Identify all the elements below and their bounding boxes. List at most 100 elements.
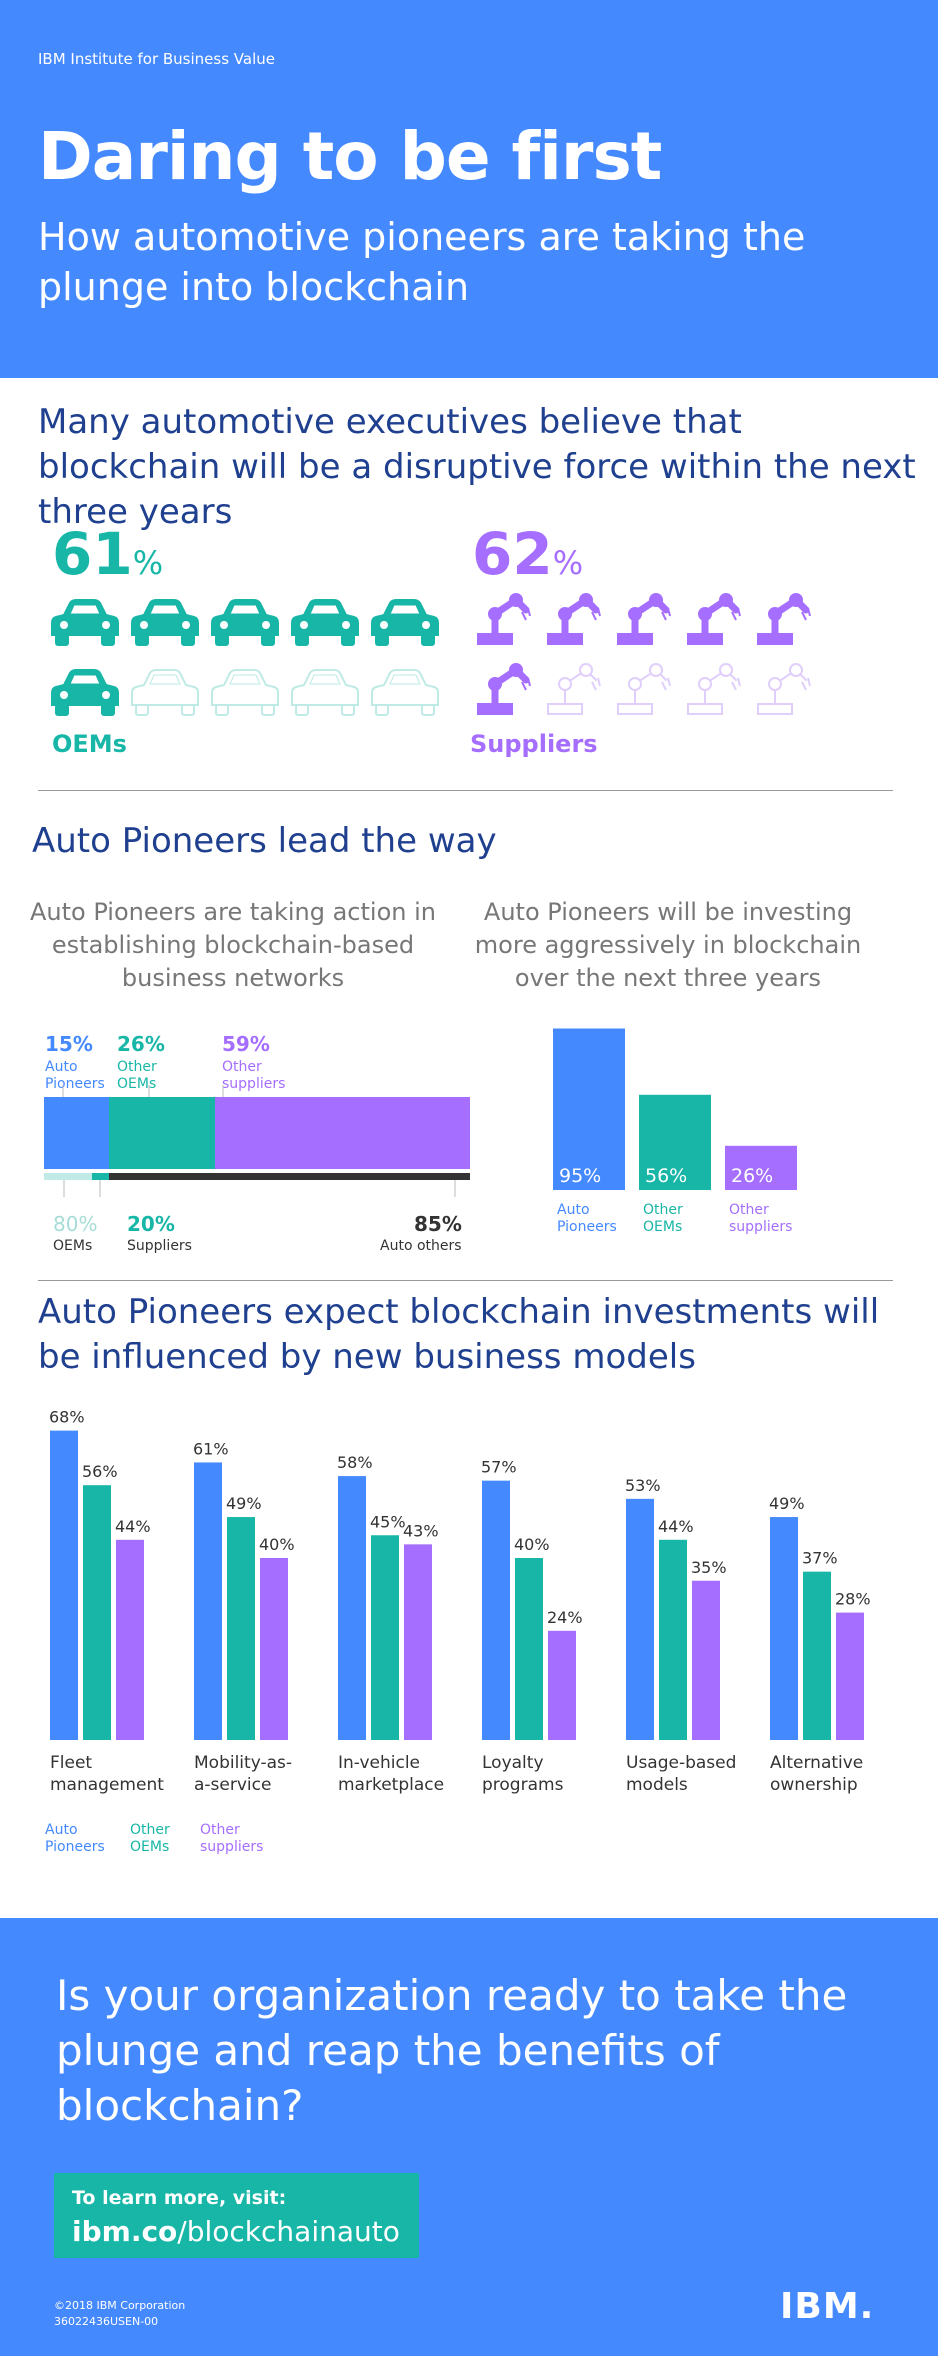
suppliers-stat: 62%	[472, 520, 583, 588]
model-category-label: models	[626, 1775, 688, 1795]
learn-more-link[interactable]: ibm.co/blockchainauto	[72, 2215, 401, 2248]
share-segment-suppliers	[215, 1097, 470, 1169]
model-value-label: 49%	[226, 1494, 262, 1513]
legend-other-oems-line1: Other	[130, 1822, 170, 1838]
model-bar	[404, 1544, 432, 1740]
model-value-label: 49%	[769, 1494, 805, 1513]
model-category-label: management	[50, 1775, 164, 1795]
model-category-label: Mobility-as-	[194, 1753, 292, 1773]
model-category-label: Fleet	[50, 1753, 92, 1773]
car-icon	[131, 599, 199, 646]
legend-other-suppliers: Other suppliers	[200, 1822, 263, 1856]
oems-share-label: Other OEMs	[117, 1059, 157, 1093]
model-bar	[692, 1580, 720, 1740]
invest-bar	[725, 1145, 797, 1190]
section1-heading: Many automotive executives believe that …	[38, 402, 916, 532]
pioneers-share-line1: Auto	[45, 1059, 78, 1075]
pioneers-share-line2: Pioneers	[45, 1076, 105, 1092]
model-bar	[803, 1571, 831, 1740]
oems-bottom-pct: 80%	[53, 1212, 98, 1236]
footer-banner: Is your organization ready to take the p…	[0, 1918, 938, 2356]
car-icon	[211, 669, 279, 716]
divider-2	[38, 1280, 893, 1281]
model-category-label: In-vehicle	[338, 1753, 420, 1773]
link-domain: ibm.co	[72, 2215, 178, 2248]
car-icon	[291, 599, 359, 646]
model-bar	[626, 1498, 654, 1740]
model-value-label: 44%	[658, 1517, 694, 1536]
model-category-label: ownership	[770, 1775, 858, 1795]
suppliers-label: Suppliers	[470, 730, 598, 758]
learn-more-label: To learn more, visit:	[72, 2187, 287, 2209]
invest-bar	[553, 1028, 625, 1190]
section3-title: Auto Pioneers expect blockchain investme…	[38, 1292, 880, 1377]
invest-category-label: Auto	[557, 1202, 590, 1218]
invest-value-label: 26%	[731, 1165, 773, 1187]
suppliers-bottom-label: Suppliers	[127, 1238, 192, 1254]
page-title: Daring to be first	[38, 118, 662, 195]
share-segment-pioneers	[44, 1097, 109, 1169]
model-value-label: 58%	[337, 1453, 373, 1472]
robot-arm-icon	[547, 663, 601, 715]
model-value-label: 68%	[49, 1408, 85, 1427]
model-value-label: 56%	[82, 1462, 118, 1481]
model-bar	[482, 1480, 510, 1740]
invest-category-label: Other	[729, 1202, 769, 1218]
model-category-label: marketplace	[338, 1775, 444, 1795]
model-category-label: Loyalty	[482, 1753, 544, 1773]
invest-category-label: OEMs	[643, 1219, 682, 1235]
share-segment-oems	[109, 1097, 215, 1169]
car-icon	[371, 669, 439, 716]
others-bottom-pct: 85%	[414, 1212, 462, 1236]
car-icon	[131, 669, 199, 716]
model-bar	[770, 1517, 798, 1740]
model-bar	[515, 1558, 543, 1740]
model-bar	[659, 1539, 687, 1740]
model-value-label: 43%	[403, 1521, 439, 1540]
robot-icon-row-1	[472, 590, 812, 646]
model-bar	[50, 1430, 78, 1740]
suppliers-bottom-pct: 20%	[127, 1212, 175, 1236]
car-icon	[51, 599, 119, 646]
model-bar	[116, 1539, 144, 1740]
car-icon	[291, 669, 359, 716]
model-value-label: 57%	[481, 1458, 517, 1477]
oems-stat-value: 61	[52, 520, 133, 588]
oems-label: OEMs	[52, 730, 127, 758]
model-category-label: a-service	[194, 1775, 271, 1795]
link-path: /blockchainauto	[177, 2215, 400, 2248]
model-category-label: programs	[482, 1775, 564, 1795]
investment-bar-chart: 95%AutoPioneers56%OtherOEMs26%Othersuppl…	[553, 1028, 797, 1235]
model-value-label: 28%	[835, 1590, 871, 1609]
legend-other-suppliers-line2: suppliers	[200, 1839, 264, 1855]
invest-value-label: 95%	[559, 1165, 601, 1187]
pioneers-share-pct: 15%	[45, 1032, 93, 1056]
legend-auto-pioneers: Auto Pioneers	[45, 1822, 105, 1856]
oems-bottom-label: OEMs	[53, 1238, 93, 1254]
legend-auto-pioneers-line1: Auto	[45, 1822, 78, 1838]
legend-other-oems: Other OEMs	[130, 1822, 170, 1856]
car-icon-row-2	[50, 665, 440, 719]
robot-arm-icon	[687, 593, 741, 645]
oems-stat: 61%	[52, 520, 163, 588]
page-subtitle: How automotive pioneers are taking the p…	[38, 215, 806, 309]
copyright-text: ©2018 IBM Corporation	[54, 2299, 186, 2312]
robot-arm-icon	[477, 663, 531, 715]
auto-others-bar	[109, 1173, 470, 1180]
car-icon	[371, 599, 439, 646]
legend-other-suppliers-line1: Other	[200, 1822, 240, 1838]
model-category-label: Alternative	[770, 1753, 863, 1773]
oems-share-line1: Other	[117, 1059, 157, 1075]
suppliers-share-label: Other suppliers	[222, 1059, 285, 1093]
suppliers-stat-unit: %	[552, 544, 584, 582]
learn-more-box[interactable]: To learn more, visit: ibm.co/blockchaina…	[54, 2173, 419, 2258]
robot-arm-icon	[477, 593, 531, 645]
header-banner: IBM Institute for Business Value Daring …	[0, 0, 938, 378]
invest-value-label: 56%	[645, 1165, 687, 1187]
robot-arm-icon	[687, 663, 741, 715]
oems-share-pct: 26%	[117, 1032, 165, 1056]
oems-share-line2: OEMs	[117, 1076, 157, 1092]
legend-auto-pioneers-line2: Pioneers	[45, 1839, 105, 1855]
robot-arm-icon	[547, 593, 601, 645]
car-icon	[51, 669, 119, 716]
